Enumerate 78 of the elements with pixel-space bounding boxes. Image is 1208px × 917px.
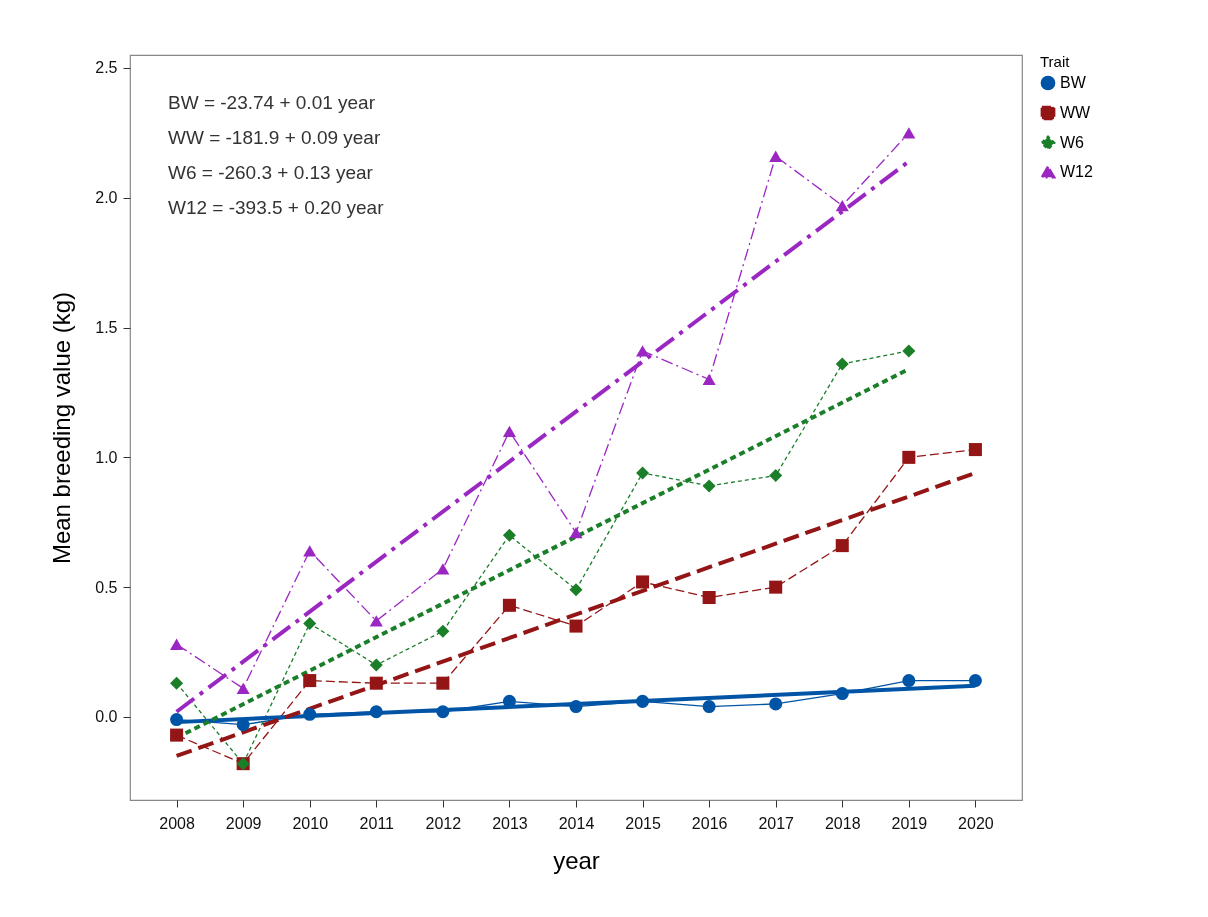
x-tick-label: 2020: [958, 814, 994, 832]
point: [835, 687, 849, 701]
point: [436, 563, 450, 575]
x-tick-label: 2008: [159, 814, 195, 832]
annotation: BW = -23.74 + 0.01 year: [168, 92, 376, 113]
x-tick-label: 2017: [758, 814, 795, 832]
point: [769, 580, 783, 594]
point: [968, 674, 982, 688]
point: [236, 682, 250, 695]
point: [502, 425, 516, 438]
point: [636, 575, 650, 589]
point: [569, 619, 583, 633]
y-tick-label: 0.0: [95, 708, 118, 726]
legend-label: W12: [1060, 163, 1093, 180]
point: [702, 700, 716, 714]
point: [569, 583, 583, 597]
point: [569, 700, 583, 714]
x-tick-label: 2019: [891, 814, 928, 832]
point: [702, 591, 716, 605]
point: [702, 479, 716, 493]
x-tick-label: 2016: [691, 814, 728, 832]
point: [170, 713, 184, 727]
point: [636, 345, 650, 357]
legend-label: WW: [1060, 104, 1092, 121]
point: [170, 638, 184, 650]
point: [636, 466, 650, 480]
point: [303, 616, 317, 630]
point: [835, 199, 849, 212]
y-tick-label: 2.5: [95, 59, 118, 77]
legend-label: W6: [1060, 134, 1085, 151]
point: [968, 443, 982, 457]
point: [902, 344, 916, 358]
point: [902, 674, 916, 688]
point: [502, 528, 516, 542]
point: [769, 150, 783, 162]
point: [369, 658, 383, 672]
y-tick-label: 1.5: [95, 319, 118, 337]
annotation: W6 = -260.3 + 0.13 year: [168, 162, 374, 183]
point: [835, 357, 849, 371]
point: [170, 676, 184, 690]
point: [636, 694, 650, 708]
point: [769, 697, 783, 711]
point: [436, 624, 450, 638]
x-tick-label: 2018: [824, 814, 861, 832]
x-tick-label: 2015: [625, 814, 661, 832]
point: [436, 705, 450, 719]
point: [769, 469, 783, 483]
point: [502, 694, 516, 708]
point: [170, 728, 184, 742]
point: [835, 539, 849, 553]
x-tick-label: 2014: [558, 814, 595, 832]
point: [502, 598, 516, 612]
x-axis-title: year: [553, 846, 600, 874]
x-tick-label: 2013: [492, 814, 528, 832]
point: [236, 718, 250, 732]
y-tick-label: 0.5: [95, 578, 118, 596]
x-tick-label: 2009: [225, 814, 262, 832]
legend-label: BW: [1060, 74, 1087, 91]
point: [369, 615, 383, 627]
point: [436, 676, 450, 690]
point: [369, 705, 383, 719]
annotation: W12 = -393.5 + 0.20 year: [168, 197, 385, 218]
point: [303, 707, 317, 721]
point: [702, 373, 716, 386]
y-tick-label: 2.0: [95, 189, 118, 207]
y-tick-label: 1.0: [95, 448, 118, 466]
point: [303, 674, 317, 688]
point: [902, 127, 916, 139]
x-tick-label: 2011: [359, 814, 395, 832]
annotation: WW = -181.9 + 0.09 year: [168, 127, 381, 148]
x-tick-label: 2010: [292, 814, 329, 832]
point: [902, 450, 916, 464]
legend-title: Trait: [1040, 53, 1071, 70]
x-tick-label: 2012: [425, 814, 462, 832]
point: [303, 545, 317, 557]
point: [369, 676, 383, 690]
y-axis-title: Mean breeding value (kg): [48, 291, 76, 565]
point: [569, 526, 583, 539]
